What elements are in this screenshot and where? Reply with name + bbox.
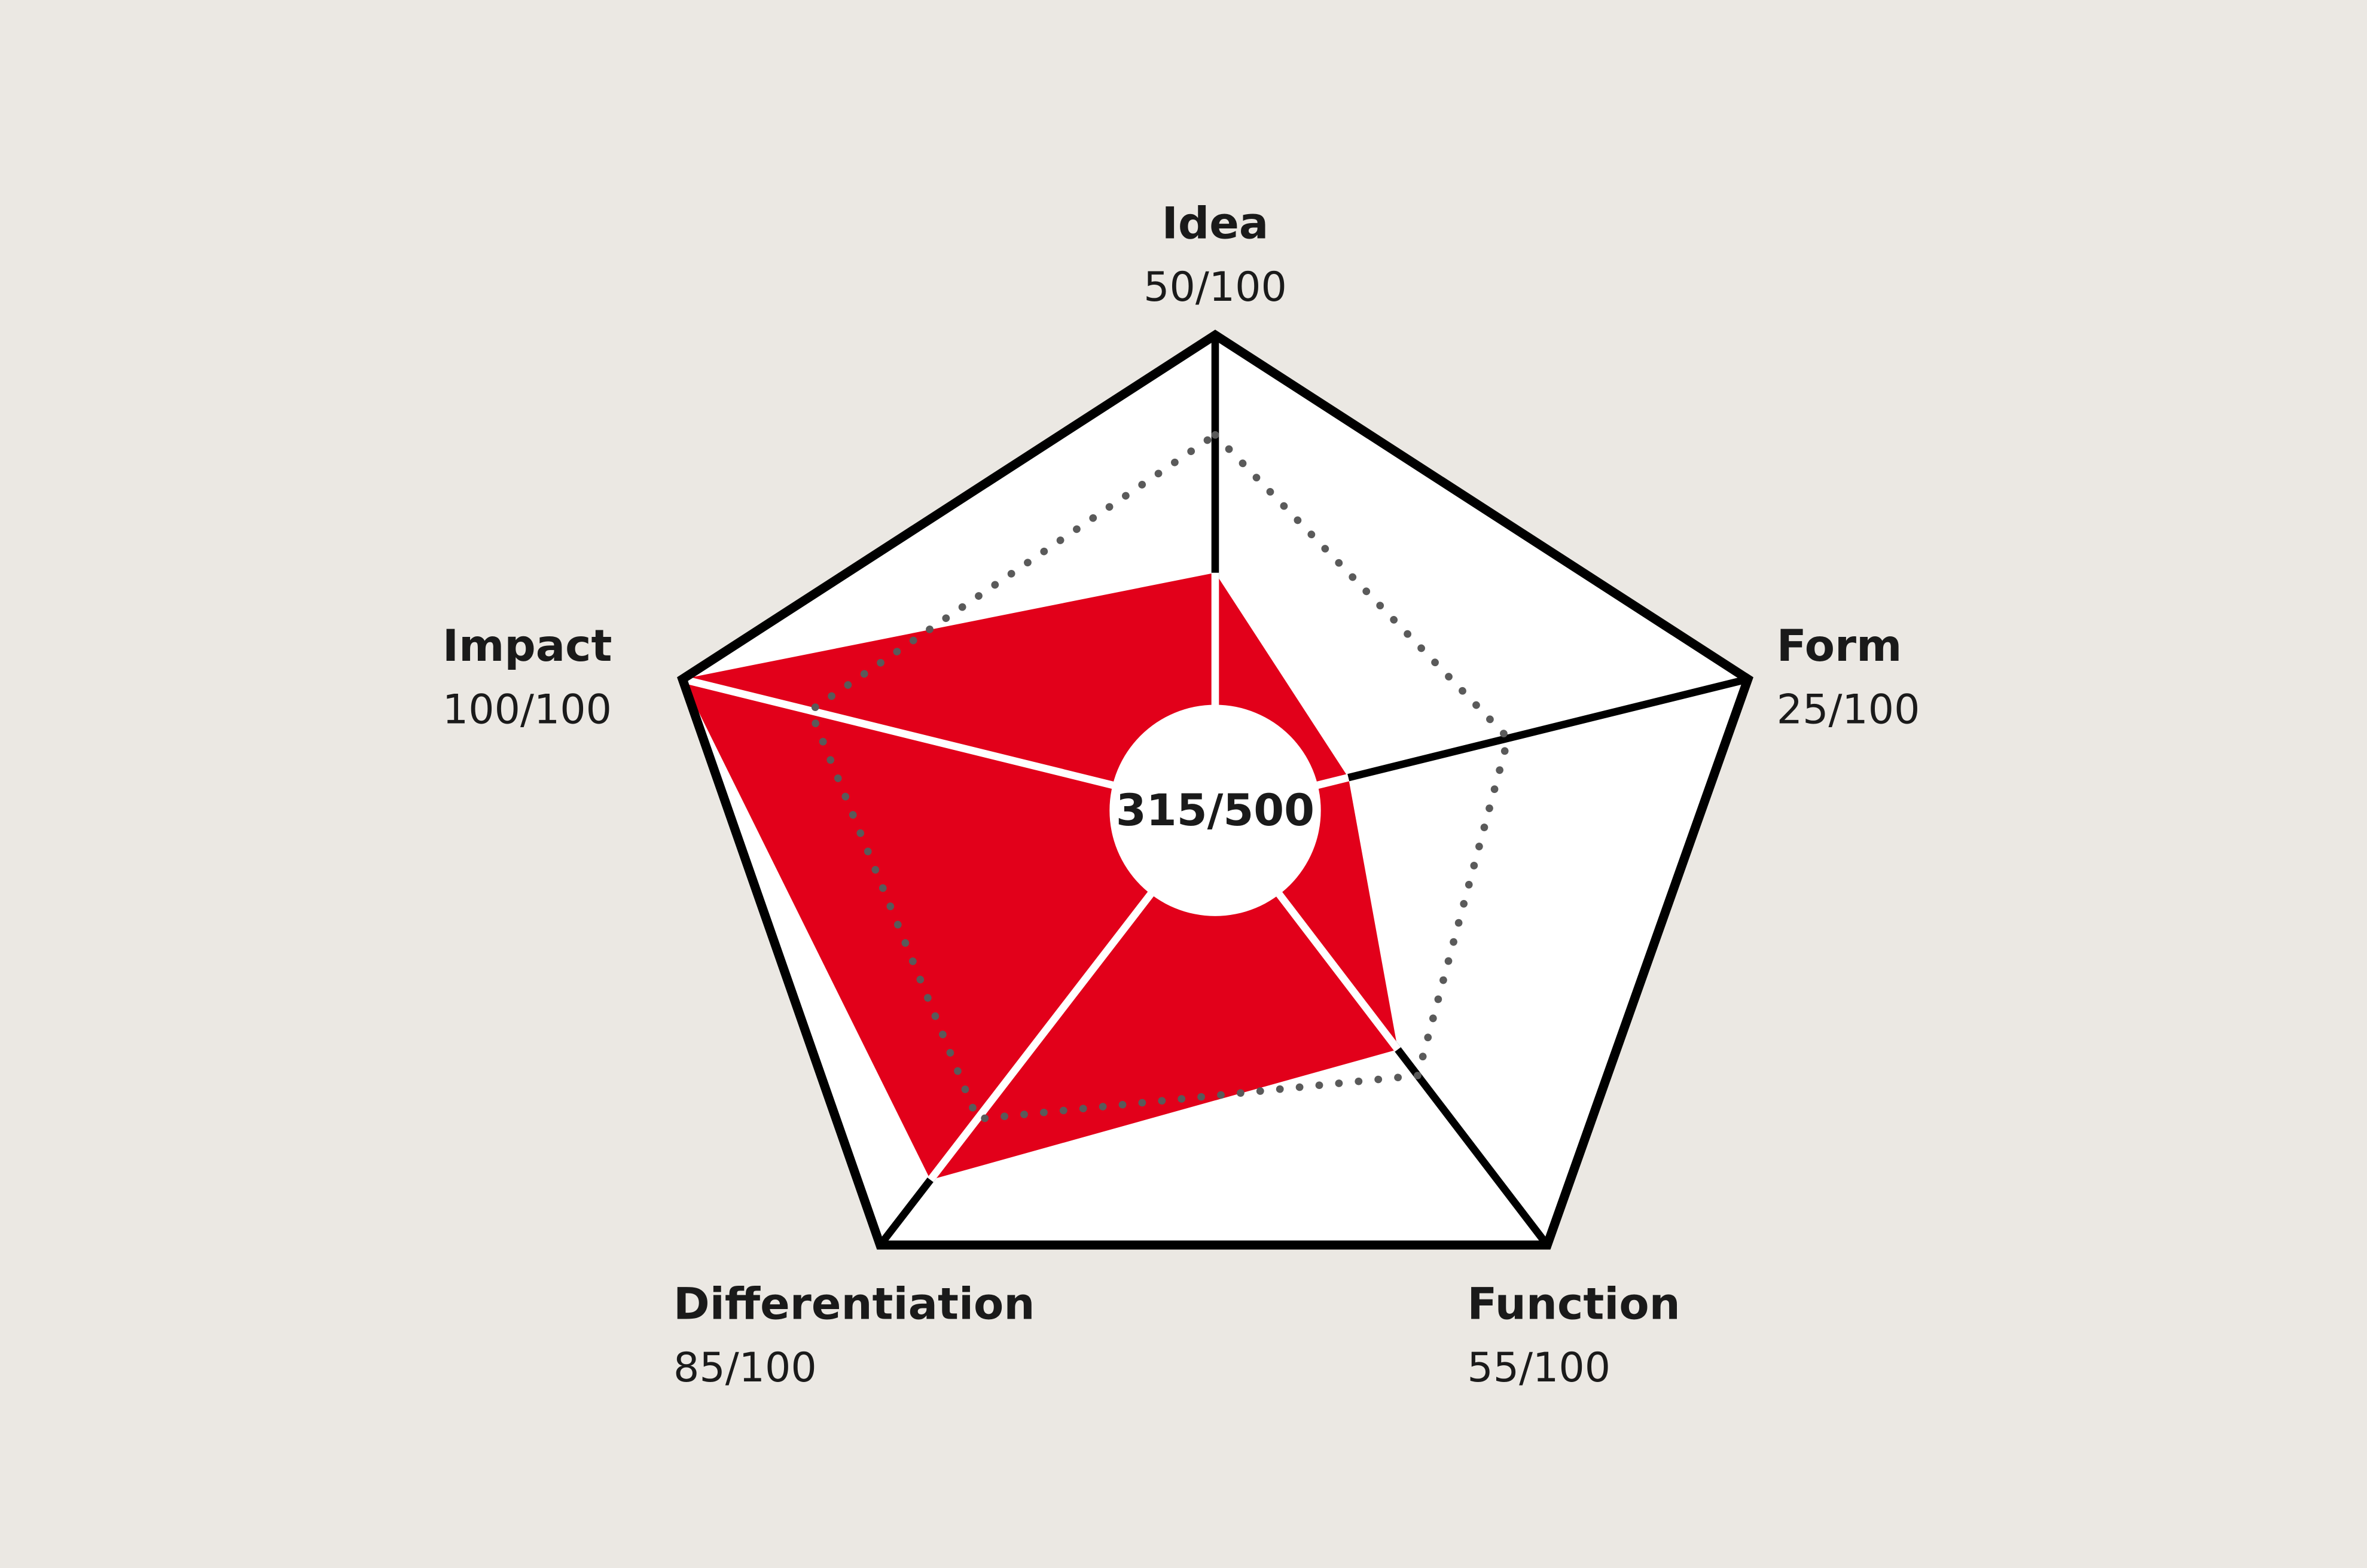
reference-line — [806, 429, 1512, 1123]
value-label: 50/100 — [1143, 264, 1287, 311]
category-label: Impact — [443, 621, 612, 672]
center-label: 315/500 — [1116, 785, 1314, 836]
category-label: Differentiation — [673, 1279, 1035, 1329]
category-label: Idea — [1162, 199, 1269, 249]
value-label: 100/100 — [443, 687, 612, 734]
value-label: 55/100 — [1467, 1344, 1610, 1392]
value-label: 85/100 — [673, 1344, 817, 1392]
category-label: Form — [1777, 621, 1902, 672]
value-label: 25/100 — [1777, 687, 1920, 734]
center-circle — [1109, 704, 1321, 916]
outer-border — [677, 330, 1753, 1250]
category-label: Function — [1467, 1279, 1680, 1329]
